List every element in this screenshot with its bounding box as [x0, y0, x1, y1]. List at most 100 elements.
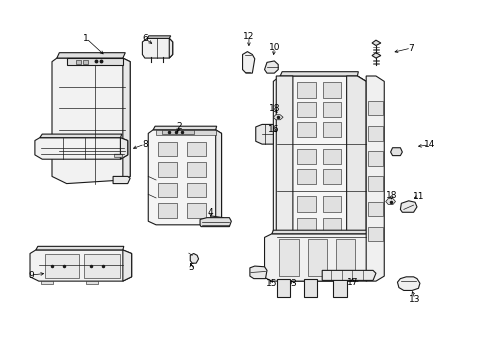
Polygon shape	[187, 203, 206, 218]
Polygon shape	[368, 126, 383, 140]
Polygon shape	[368, 101, 383, 116]
Polygon shape	[187, 183, 206, 197]
Polygon shape	[123, 58, 130, 180]
Polygon shape	[297, 168, 316, 184]
Text: 11: 11	[413, 192, 424, 201]
Polygon shape	[323, 149, 341, 164]
Polygon shape	[41, 281, 53, 284]
Polygon shape	[297, 197, 316, 212]
Polygon shape	[158, 142, 176, 156]
Polygon shape	[336, 239, 355, 276]
Polygon shape	[162, 130, 194, 134]
Text: 2: 2	[176, 122, 182, 131]
Polygon shape	[76, 59, 81, 64]
Polygon shape	[297, 102, 316, 117]
Polygon shape	[333, 279, 346, 297]
Text: 9: 9	[28, 270, 34, 279]
Polygon shape	[279, 239, 299, 276]
Polygon shape	[273, 115, 283, 120]
Polygon shape	[297, 218, 316, 233]
Polygon shape	[45, 253, 79, 278]
Polygon shape	[265, 61, 278, 73]
Polygon shape	[346, 76, 366, 281]
Text: 1: 1	[83, 34, 89, 43]
Polygon shape	[265, 234, 373, 281]
Polygon shape	[250, 266, 267, 279]
Polygon shape	[83, 59, 88, 64]
Text: 14: 14	[424, 140, 436, 149]
Polygon shape	[156, 130, 216, 135]
Polygon shape	[169, 39, 172, 58]
Polygon shape	[297, 122, 316, 137]
Text: 16: 16	[268, 125, 279, 134]
Polygon shape	[322, 270, 376, 280]
Text: 15: 15	[266, 279, 278, 288]
Polygon shape	[153, 126, 217, 130]
Text: 3: 3	[290, 279, 296, 288]
Polygon shape	[323, 218, 341, 233]
Polygon shape	[276, 76, 293, 281]
Polygon shape	[297, 82, 316, 98]
Polygon shape	[368, 151, 383, 166]
Polygon shape	[84, 253, 121, 278]
Polygon shape	[67, 58, 123, 65]
Polygon shape	[280, 72, 358, 76]
Polygon shape	[391, 148, 402, 156]
Polygon shape	[368, 202, 383, 216]
Polygon shape	[366, 76, 384, 281]
Polygon shape	[121, 138, 128, 159]
Polygon shape	[372, 53, 381, 58]
Polygon shape	[272, 230, 367, 234]
Text: 8: 8	[142, 140, 147, 149]
Polygon shape	[113, 176, 130, 184]
Polygon shape	[148, 130, 221, 225]
Polygon shape	[243, 51, 255, 73]
Polygon shape	[187, 162, 206, 177]
Polygon shape	[52, 58, 130, 184]
Text: 5: 5	[188, 264, 194, 273]
Polygon shape	[397, 277, 420, 291]
Text: 12: 12	[243, 32, 255, 41]
Polygon shape	[256, 125, 273, 144]
Text: 18: 18	[386, 190, 397, 199]
Polygon shape	[158, 183, 176, 197]
Text: 17: 17	[347, 278, 358, 287]
Text: 6: 6	[142, 34, 147, 43]
Polygon shape	[368, 176, 383, 191]
Polygon shape	[35, 138, 128, 159]
Text: 18: 18	[269, 104, 280, 113]
Polygon shape	[400, 201, 417, 212]
Polygon shape	[158, 203, 176, 218]
Polygon shape	[158, 162, 176, 177]
Polygon shape	[30, 250, 132, 281]
Polygon shape	[187, 142, 206, 156]
Polygon shape	[211, 216, 225, 224]
Text: 10: 10	[269, 43, 280, 52]
Polygon shape	[368, 226, 383, 241]
Polygon shape	[147, 36, 171, 39]
Polygon shape	[323, 197, 341, 212]
Polygon shape	[372, 40, 381, 45]
Polygon shape	[277, 279, 291, 297]
Polygon shape	[323, 82, 341, 98]
Text: 7: 7	[408, 44, 414, 53]
Polygon shape	[386, 199, 395, 204]
Text: 4: 4	[208, 208, 214, 217]
Polygon shape	[357, 76, 366, 281]
Text: 13: 13	[409, 294, 421, 303]
Polygon shape	[216, 130, 221, 225]
Polygon shape	[115, 154, 123, 157]
Polygon shape	[297, 149, 316, 164]
Polygon shape	[304, 279, 318, 297]
Polygon shape	[190, 253, 198, 263]
Polygon shape	[273, 76, 366, 281]
Polygon shape	[123, 250, 132, 281]
Polygon shape	[323, 168, 341, 184]
Polygon shape	[200, 218, 231, 226]
Polygon shape	[86, 281, 98, 284]
Polygon shape	[143, 39, 172, 58]
Polygon shape	[57, 53, 125, 58]
Polygon shape	[323, 102, 341, 117]
Polygon shape	[323, 122, 341, 137]
Polygon shape	[36, 246, 124, 250]
